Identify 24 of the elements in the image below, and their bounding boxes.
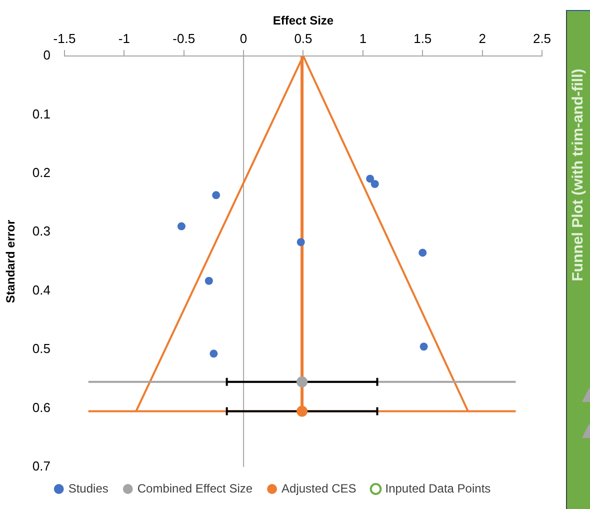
y-tick-label: 0.6	[32, 400, 50, 415]
y-tick-label: 0.3	[32, 224, 50, 239]
legend-label: Combined Effect Size	[137, 481, 253, 496]
text: Funnel Plot (with trim-and-fill)	[570, 68, 586, 282]
x-tick-label: -1	[118, 30, 130, 46]
y-tick-label: 0.7	[32, 458, 50, 474]
x-tick-label: -0.5	[172, 30, 196, 46]
y-axis-title: Standard error	[4, 219, 18, 304]
x-tick-label: 2.5	[532, 30, 552, 46]
legend-label: Inputed Data Points	[385, 481, 491, 496]
x-axis-title: Effect Size	[272, 14, 334, 28]
x-tick-label: 0	[240, 30, 248, 46]
y-tick-label: 0.4	[32, 282, 50, 298]
y-tick-label: 0	[43, 48, 50, 63]
legend-label: Studies	[68, 481, 108, 496]
legend-label: Adjusted CES	[282, 481, 356, 496]
x-tick-label: -1.5	[53, 30, 76, 46]
x-tick-label: 1.5	[414, 30, 432, 46]
y-tick-label: 0.5	[32, 341, 50, 356]
x-tick-label: 0.5	[294, 30, 312, 46]
x-tick-label: 2	[478, 30, 486, 46]
y-tick-label: 0.1	[32, 106, 50, 122]
y-tick-label: 0.2	[32, 165, 50, 180]
x-tick-label: 1	[359, 30, 367, 46]
